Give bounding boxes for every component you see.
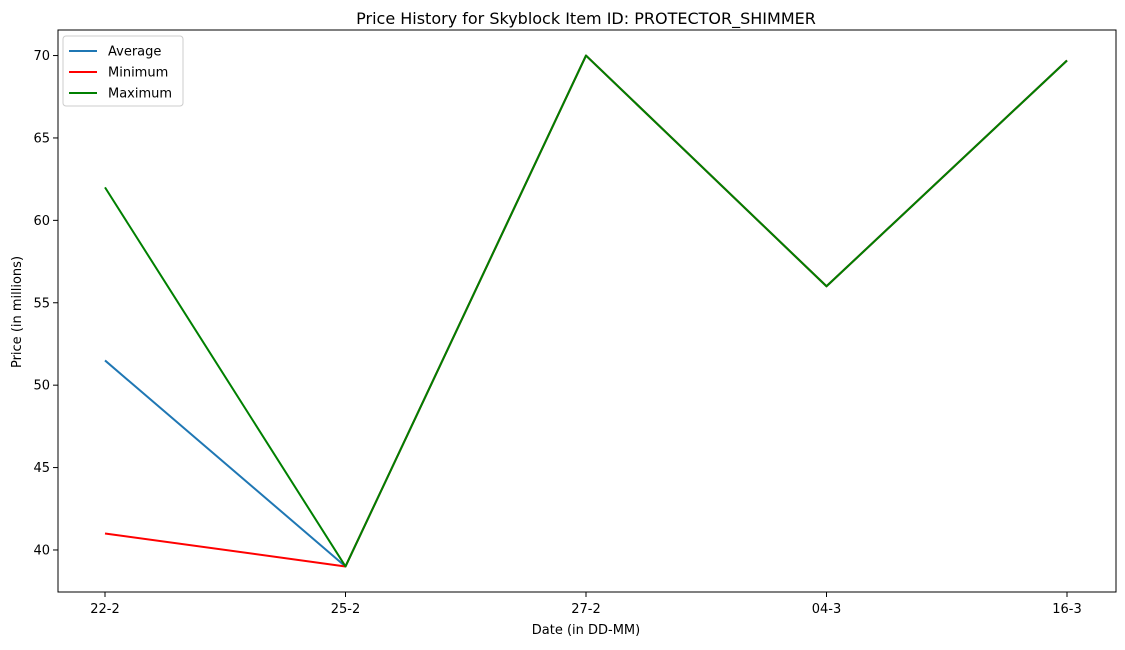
y-tick-label: 55 (33, 296, 50, 311)
plot-lines (104, 54, 1068, 568)
y-axis-label: Price (in millions) (10, 256, 25, 368)
x-tick-label: 27-2 (571, 602, 601, 617)
series-line-minimum (104, 54, 1068, 568)
series-line-maximum (104, 54, 1068, 568)
x-tick-label: 25-2 (331, 602, 361, 617)
y-tick-label: 50 (33, 379, 50, 394)
y-tick-label: 60 (33, 214, 50, 229)
x-tick-label: 16-3 (1052, 602, 1082, 617)
legend-label-maximum: Maximum (108, 87, 172, 102)
y-tick-label: 40 (33, 543, 50, 558)
x-axis: 22-2 25-2 27-2 04-3 16-3 (90, 592, 1082, 617)
series-line-average (104, 54, 1068, 568)
y-axis: 40 45 50 55 60 65 70 (33, 49, 58, 558)
chart-title: Price History for Skyblock Item ID: PROT… (356, 9, 816, 29)
legend-box (62, 35, 184, 107)
x-axis-label: Date (in DD-MM) (532, 623, 640, 638)
x-tick-label: 04-3 (812, 602, 842, 617)
legend: Average Minimum Maximum (62, 35, 184, 107)
y-tick-label: 45 (33, 461, 50, 476)
legend-label-minimum: Minimum (108, 66, 168, 81)
x-tick-label: 22-2 (90, 602, 120, 617)
y-tick-label: 70 (33, 49, 50, 64)
legend-label-average: Average (108, 45, 161, 60)
legend-items: Average Minimum Maximum (69, 45, 172, 102)
y-tick-label: 65 (33, 131, 50, 146)
plot-frame (57, 29, 1117, 593)
